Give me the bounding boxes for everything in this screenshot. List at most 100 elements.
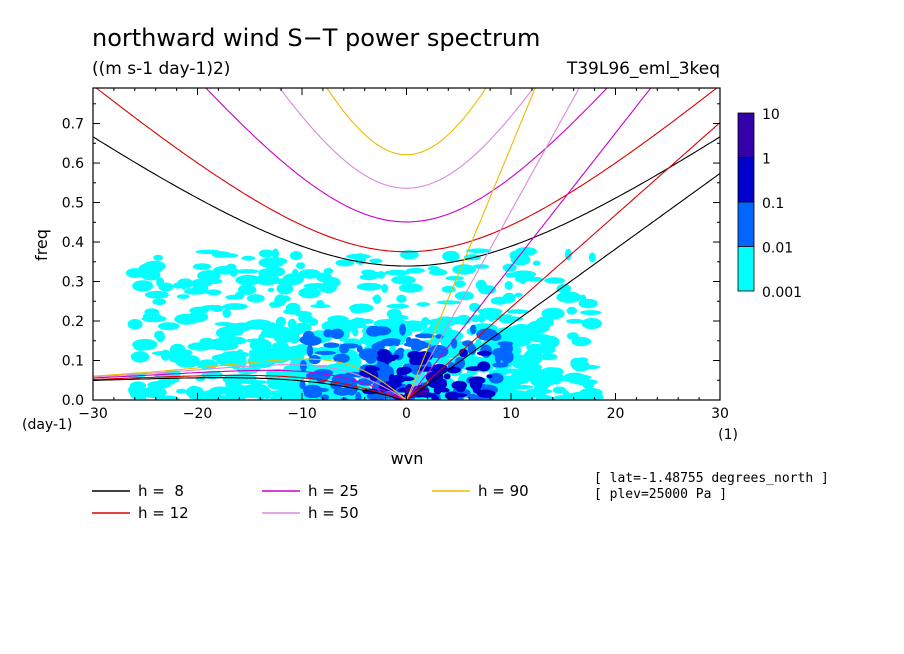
power-blob: [298, 269, 322, 279]
power-blob: [270, 394, 300, 400]
power-blob: [532, 260, 541, 266]
power-blob: [573, 391, 599, 397]
power-blob: [153, 254, 164, 261]
x-tick-label: 20: [607, 406, 625, 422]
power-shading: [125, 247, 604, 400]
power-blob: [216, 395, 240, 400]
y-tick-label: 0.2: [62, 314, 84, 330]
power-blob: [421, 317, 430, 326]
power-blob: [492, 362, 509, 368]
power-blob: [444, 391, 460, 400]
power-blob: [352, 327, 359, 337]
power-blob: [319, 282, 337, 294]
power-blob: [514, 292, 523, 298]
power-blob: [467, 344, 477, 355]
power-blob: [291, 268, 299, 279]
power-blob: [411, 359, 428, 366]
chart-subtitle: ((m s-1 day-1)2): [92, 59, 230, 79]
x-axis-units: (1): [718, 427, 738, 443]
curve-rossby-h50: [93, 364, 407, 400]
power-blob: [246, 294, 265, 303]
power-blob: [372, 296, 380, 301]
power-blob: [192, 263, 212, 270]
power-blob: [368, 328, 390, 335]
power-blob: [391, 275, 416, 285]
power-blob: [132, 280, 154, 292]
power-blob: [455, 380, 467, 393]
power-blob: [330, 328, 344, 339]
power-blob: [581, 318, 602, 330]
power-blob: [427, 344, 449, 359]
curve-ig-h12: [95, 88, 718, 253]
curve-kelvin-h50: [406, 88, 580, 400]
colorbar-swatch: [737, 112, 755, 158]
curve-rossby-h12: [93, 374, 407, 400]
power-blob: [130, 351, 150, 363]
power-blob: [276, 282, 294, 295]
power-blob: [299, 335, 317, 345]
legend-label: h = 90: [478, 482, 529, 500]
power-blob: [406, 267, 425, 274]
x-tick-label: 10: [502, 406, 520, 422]
power-blob: [468, 376, 486, 385]
curve-kelvin-h25: [406, 88, 652, 400]
power-blob: [320, 394, 330, 400]
power-blob: [254, 274, 280, 286]
power-blob: [566, 306, 577, 315]
curve-kelvin-h8: [406, 172, 720, 400]
power-blob: [258, 249, 274, 258]
curve-rossby-h8: [93, 377, 407, 400]
curve-kelvin-h12: [406, 121, 720, 400]
power-blob: [458, 348, 468, 358]
power-blob: [580, 310, 602, 316]
plot-area: [93, 88, 720, 400]
power-blob: [488, 317, 495, 322]
power-blob: [277, 328, 304, 336]
power-blob: [349, 303, 374, 313]
power-blob: [152, 298, 167, 306]
power-blob: [398, 366, 412, 375]
power-blob: [241, 255, 256, 261]
y-tick-label: 0.0: [62, 393, 84, 409]
power-blob: [353, 317, 361, 328]
power-blob: [506, 309, 529, 314]
power-blob: [144, 290, 169, 299]
pressure-annotation: [ plev=25000 Pa ]: [594, 487, 727, 502]
power-blob: [206, 289, 222, 296]
power-blob: [287, 318, 297, 330]
x-tick-label: −30: [78, 406, 108, 422]
power-blob: [238, 284, 257, 295]
power-blob: [225, 376, 234, 391]
power-blob: [502, 379, 519, 387]
y-axis-label: freq: [32, 229, 51, 261]
power-blob: [282, 273, 305, 286]
curve-ig-h8: [93, 136, 720, 267]
power-blob: [209, 338, 238, 346]
power-blob: [416, 386, 430, 396]
power-blob: [578, 298, 598, 309]
power-blob: [176, 388, 187, 394]
power-blob: [541, 307, 565, 320]
power-blob: [541, 376, 559, 383]
power-blob: [470, 324, 477, 335]
curve-rossby-h90: [93, 358, 407, 400]
power-blob: [476, 389, 496, 398]
power-blob: [445, 276, 464, 281]
power-blob: [398, 283, 423, 293]
power-blob: [221, 253, 239, 258]
power-blob: [544, 277, 565, 284]
power-blob: [314, 387, 329, 393]
power-blob: [298, 287, 321, 299]
power-blob: [486, 374, 493, 379]
power-blob: [128, 384, 146, 396]
power-blob: [500, 350, 514, 364]
power-blob: [174, 313, 200, 325]
power-blob: [376, 354, 397, 363]
power-blob: [299, 360, 307, 372]
power-blob: [470, 314, 481, 323]
dispersion-curves: [93, 88, 720, 400]
power-blob: [388, 373, 396, 383]
legend-label: h = 8: [138, 482, 184, 500]
legend-label: h = 50: [308, 504, 359, 522]
